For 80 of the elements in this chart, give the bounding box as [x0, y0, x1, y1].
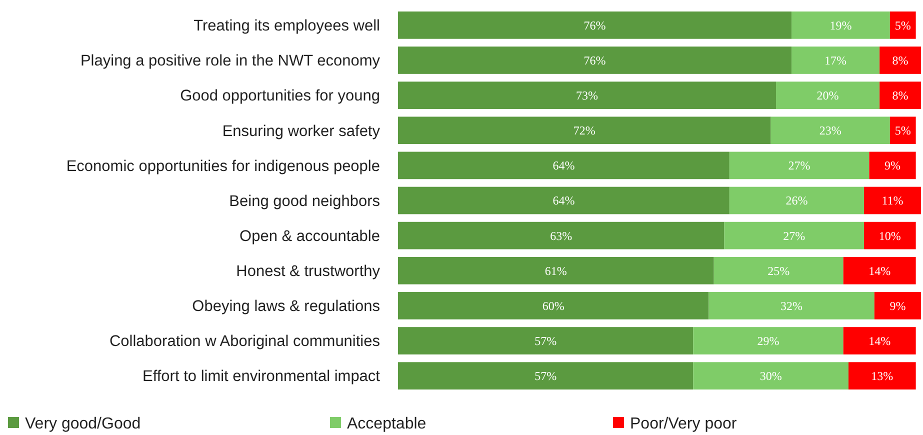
legend-label: Poor/Very poor: [630, 416, 738, 433]
y-tick-label: Treating its employees well: [194, 18, 380, 35]
data-label: 27%: [788, 158, 810, 173]
y-tick-label: Obeying laws & regulations: [192, 298, 380, 316]
legend-label: Acceptable: [347, 416, 426, 433]
bar: [729, 152, 870, 180]
bar: [848, 362, 916, 390]
data-label: 57%: [534, 334, 557, 348]
bar: [398, 46, 792, 74]
data-label: 57%: [534, 369, 557, 384]
bar: [792, 46, 880, 74]
data-label: 72%: [573, 124, 596, 138]
data-label: 63%: [550, 228, 572, 243]
bar: [398, 116, 771, 144]
bar: [776, 82, 880, 109]
y-tick-label: Economic opportunities for indigenous people: [66, 158, 380, 175]
bar: [398, 152, 730, 180]
data-label: 25%: [768, 264, 790, 278]
bar: [398, 186, 730, 214]
data-label: 19%: [830, 18, 852, 32]
bar: [398, 222, 724, 250]
bar: [729, 186, 864, 214]
data-label: 14%: [868, 334, 891, 348]
data-label: 8%: [892, 88, 908, 103]
bar: [398, 362, 694, 390]
data-label: 13%: [871, 369, 894, 384]
bar: [770, 116, 890, 144]
bar: [398, 82, 776, 109]
bar: [693, 327, 844, 354]
bar: [843, 256, 916, 284]
y-tick-label: Effort to limit environmental impact: [142, 368, 381, 386]
data-label: 9%: [890, 298, 906, 313]
bar: [398, 327, 694, 354]
bar: [398, 12, 792, 39]
bar: [864, 186, 921, 214]
data-label: 14%: [868, 264, 891, 278]
bar: [792, 12, 890, 39]
data-label: 9%: [884, 158, 901, 173]
bar: [890, 12, 916, 39]
data-label: 60%: [542, 298, 564, 313]
y-tick-label: Good opportunities for young: [180, 88, 380, 105]
data-label: 17%: [824, 53, 847, 68]
legend-label: Very good/Good: [25, 416, 141, 433]
data-label: 8%: [892, 53, 908, 68]
data-label: 23%: [819, 124, 842, 138]
bar: [880, 82, 921, 109]
data-label: 20%: [816, 88, 839, 103]
data-label: 73%: [576, 88, 598, 103]
bar: [890, 116, 916, 144]
data-label: 76%: [584, 53, 606, 68]
data-label: 64%: [552, 158, 575, 173]
data-label: 27%: [783, 228, 806, 243]
bar: [874, 292, 921, 320]
data-label: 26%: [786, 194, 808, 208]
bar: [398, 256, 714, 284]
bar: [880, 46, 921, 74]
data-label: 10%: [878, 228, 901, 243]
data-label: 5%: [894, 18, 911, 32]
bar: [843, 327, 916, 354]
y-tick-label: Being good neighbors: [229, 192, 380, 210]
data-label: 29%: [757, 334, 780, 348]
y-tick-label: Collaboration w Aboriginal communities: [109, 333, 380, 350]
data-label: 61%: [544, 264, 567, 278]
data-label: 5%: [894, 124, 911, 138]
bar: [864, 222, 916, 250]
data-label: 30%: [760, 369, 782, 384]
bar: [398, 292, 709, 320]
bar: [693, 362, 849, 390]
bar: [869, 152, 916, 180]
bar: [714, 256, 844, 284]
bar: [708, 292, 874, 320]
data-label: 32%: [780, 298, 803, 313]
y-tick-label: Playing a positive role in the NWT economy: [80, 52, 380, 70]
data-label: 64%: [552, 194, 575, 208]
data-label: 11%: [882, 194, 904, 208]
y-tick-label: Honest & trustworthy: [236, 263, 380, 280]
data-label: 76%: [584, 18, 606, 32]
y-tick-label: Ensuring worker safety: [222, 122, 380, 140]
y-tick-label: Open & accountable: [240, 228, 380, 245]
bar: [724, 222, 864, 250]
